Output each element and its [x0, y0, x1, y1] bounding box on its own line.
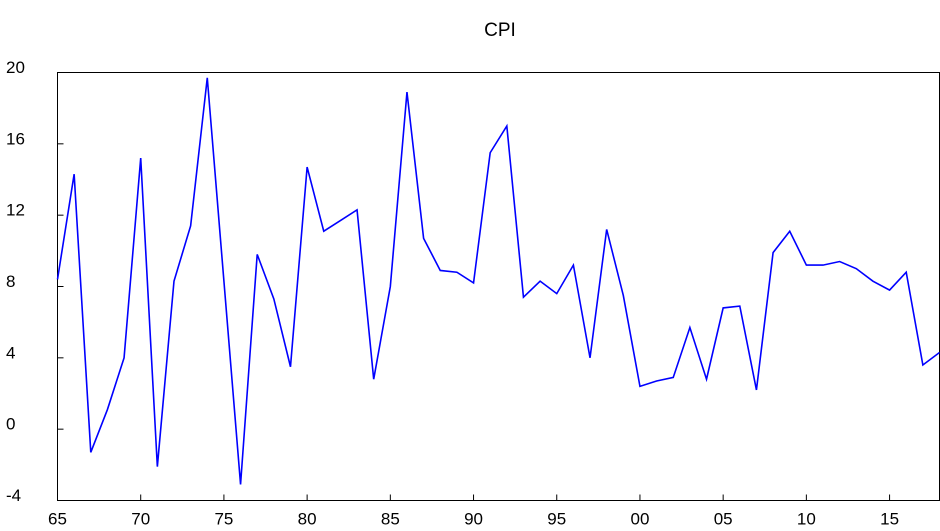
chart-title: CPI: [484, 20, 516, 41]
x-tick-label: 70: [131, 509, 150, 528]
x-tick-label: 05: [714, 509, 733, 528]
y-tick-label: 20: [6, 58, 25, 77]
y-tick-label: 16: [6, 129, 25, 148]
x-tick-label: 75: [214, 509, 233, 528]
x-tick-label: 80: [298, 509, 317, 528]
x-tick-label: 15: [880, 509, 899, 528]
x-tick-label: 90: [464, 509, 483, 528]
y-tick-label: 12: [6, 201, 25, 220]
y-tick-label: 8: [6, 272, 15, 291]
y-tick-label: -4: [6, 486, 21, 505]
plot-frame: [57, 72, 940, 501]
y-tick-label: 0: [6, 415, 15, 434]
series-line: [56, 77, 940, 485]
x-tick-label: 95: [547, 509, 566, 528]
x-tick-label: 85: [381, 509, 400, 528]
y-tick-label: 4: [6, 343, 15, 362]
x-tick-label: 00: [630, 509, 649, 528]
x-tick-label: 10: [797, 509, 816, 528]
x-tick-label: 65: [48, 509, 67, 528]
